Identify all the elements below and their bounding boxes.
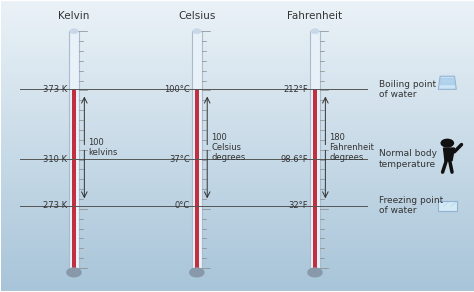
Bar	[72, 89, 76, 272]
Circle shape	[311, 29, 319, 34]
Text: 100°C: 100°C	[164, 85, 190, 94]
Circle shape	[67, 268, 81, 277]
Bar	[192, 31, 201, 268]
Text: Fahrenheit: Fahrenheit	[287, 11, 343, 21]
Circle shape	[308, 268, 322, 277]
Text: 100
Celsius
degrees: 100 Celsius degrees	[211, 133, 245, 162]
Text: Boiling point
of water: Boiling point of water	[379, 80, 436, 99]
Bar	[313, 89, 317, 272]
Text: Normal body
temperature: Normal body temperature	[379, 150, 437, 169]
Text: 273 K: 273 K	[43, 201, 67, 210]
Text: 100
kelvins: 100 kelvins	[88, 138, 118, 157]
Circle shape	[441, 139, 454, 147]
Circle shape	[70, 29, 78, 34]
Text: 32°F: 32°F	[288, 201, 308, 210]
Text: Kelvin: Kelvin	[58, 11, 90, 21]
Polygon shape	[444, 148, 455, 161]
Bar	[195, 89, 199, 272]
Text: Freezing point
of water: Freezing point of water	[379, 196, 443, 215]
Text: 0°C: 0°C	[174, 201, 190, 210]
Text: 98.6°F: 98.6°F	[280, 154, 308, 164]
Text: 37°C: 37°C	[169, 154, 190, 164]
Bar	[69, 31, 79, 268]
Text: 373 K: 373 K	[43, 85, 67, 94]
Bar	[438, 201, 457, 211]
Bar	[310, 31, 319, 268]
Text: Celsius: Celsius	[178, 11, 216, 21]
Text: 310 K: 310 K	[43, 154, 67, 164]
Circle shape	[193, 29, 201, 34]
Circle shape	[190, 268, 204, 277]
Polygon shape	[438, 76, 456, 89]
Text: 212°F: 212°F	[283, 85, 308, 94]
Text: 180
Fahrenheit
degrees: 180 Fahrenheit degrees	[329, 133, 374, 162]
